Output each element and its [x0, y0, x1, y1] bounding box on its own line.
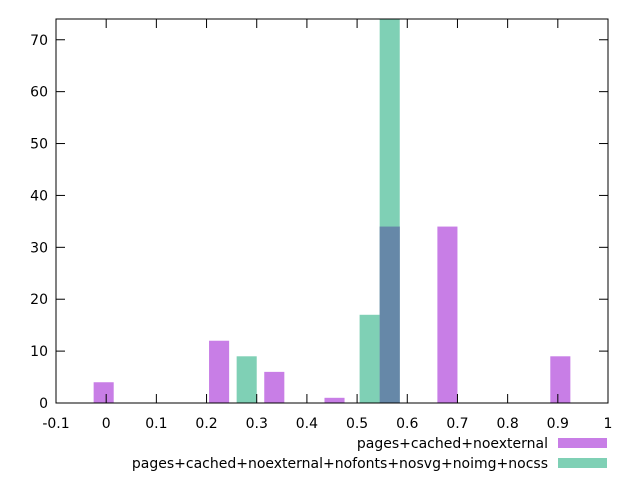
bar-series-2-2 — [359, 314, 380, 403]
x-tick-label: 0.8 — [497, 416, 519, 432]
y-tick-label: 20 — [30, 292, 48, 308]
legend-swatch-series-2 — [558, 458, 607, 468]
bar-series-2-1 — [236, 356, 257, 403]
legend: pages+cached+noexternal pages+cached+noe… — [132, 436, 607, 472]
x-tick-label: 0.3 — [246, 416, 268, 432]
y-tick-label: 10 — [30, 344, 48, 360]
x-tick-label: 0.1 — [145, 416, 167, 432]
bar-overlap — [379, 226, 400, 403]
y-tick-label: 50 — [30, 137, 48, 153]
legend-label-series-1: pages+cached+noexternal — [357, 436, 548, 452]
x-tick-label: 0.5 — [346, 416, 368, 432]
bar-series-1-6 — [437, 226, 458, 403]
y-tick-label: 30 — [30, 240, 48, 256]
bar-series-1-4 — [324, 397, 345, 403]
bar-series-1-1 — [93, 382, 114, 403]
x-tick-label: 0.9 — [547, 416, 569, 432]
legend-swatch-series-1 — [558, 438, 607, 448]
y-tick-label: 70 — [30, 33, 48, 49]
y-tick-label: 60 — [30, 85, 48, 101]
plot-frame — [55, 18, 609, 404]
axis-ticks: -0.1 0 0.1 0.2 0.3 0.4 0.5 0.6 0.7 0.8 0.9 10102030… — [30, 19, 612, 432]
x-tick-label: 0.2 — [195, 416, 217, 432]
x-tick-label: 0.4 — [296, 416, 318, 432]
x-tick-label: 1 — [604, 416, 613, 432]
x-tick-label: -0.1 — [42, 416, 69, 432]
bars-layer — [93, 19, 571, 403]
x-tick-label: 0.7 — [446, 416, 468, 432]
x-tick-label: 0 — [102, 416, 111, 432]
bar-series-1-3 — [264, 371, 285, 403]
legend-label-series-2: pages+cached+noexternal+nofonts+nosvg+no… — [132, 456, 548, 472]
x-tick-label: 0.6 — [396, 416, 418, 432]
y-tick-label: 0 — [39, 396, 48, 412]
bar-series-1-2 — [209, 340, 230, 403]
y-tick-label: 40 — [30, 188, 48, 204]
bar-series-1-7 — [550, 356, 571, 403]
